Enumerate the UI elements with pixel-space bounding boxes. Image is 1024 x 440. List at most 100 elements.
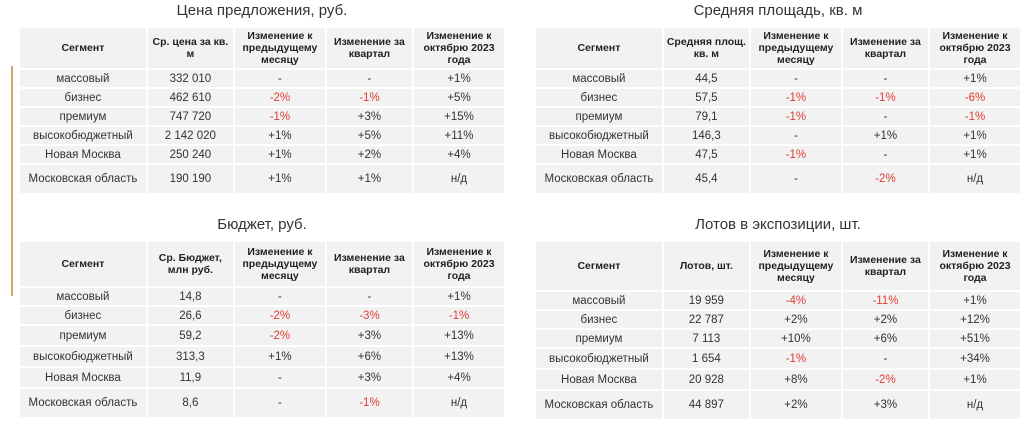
value-cell: 20 928 [661,370,749,389]
change-cell: - [840,146,928,163]
table-row: высокобюджетный 2 142 020 +1% +5% +11% [20,127,504,144]
segment-cell: массовый [536,70,662,87]
segment-cell: премиум [20,108,146,125]
segment-cell: Московская область [536,391,662,419]
change-cell: -2% [232,326,325,345]
change-cell: -11% [840,292,928,309]
header-cell: Изменение к октябрю 2023 года [412,242,504,286]
segment-cell: высокобюджетный [536,349,662,368]
change-cell: -1% [412,307,504,324]
table-row: бизнес 462 610 -2% -1% +5% [20,89,504,106]
table-row: Московская область 190 190 +1% +1% н/д [20,165,504,193]
segment-cell: высокобюджетный [20,127,146,144]
segment-cell: бизнес [20,89,146,106]
header-cell: Изменение к предыдущему месяцу [232,28,325,68]
header-cell: Изменение к предыдущему месяцу [748,28,841,68]
change-cell: -3% [324,307,412,324]
change-cell: - [232,368,325,387]
change-cell: +3% [840,391,928,419]
header-row: Сегмент Ср. Бюджет, млн руб. Изменение к… [20,242,504,286]
accent-line [11,66,13,296]
change-cell: +6% [324,347,412,366]
segment-cell: Новая Москва [536,370,662,389]
segment-cell: Новая Москва [20,146,146,163]
value-cell: 747 720 [145,108,233,125]
header-cell: Изменение к предыдущему месяцу [748,242,841,290]
value-cell: 14,8 [145,288,233,305]
value-cell: 57,5 [661,89,749,106]
segment-cell: Новая Москва [20,368,146,387]
change-cell: - [232,288,325,305]
change-cell: н/д [412,165,504,193]
price-block: Цена предложения, руб. Сегмент Ср. цена … [20,0,504,195]
change-cell: +2% [840,311,928,328]
table-row: высокобюджетный 1 654 -1% - +34% [536,349,1020,368]
change-cell: +3% [324,326,412,345]
segment-cell: бизнес [20,307,146,324]
lots-table: Сегмент Лотов, шт. Изменение к предыдуще… [536,240,1020,421]
table-row: бизнес 22 787 +2% +2% +12% [536,311,1020,328]
change-cell: - [840,108,928,125]
value-cell: 47,5 [661,146,749,163]
header-cell: Сегмент [536,28,662,68]
table-row: бизнес 57,5 -1% -1% -6% [536,89,1020,106]
table-row: Московская область 8,6 - -1% н/д [20,389,504,417]
value-cell: 11,9 [145,368,233,387]
table-row: премиум 79,1 -1% - -1% [536,108,1020,125]
change-cell: -1% [324,389,412,417]
lots-table-title: Лотов в экспозиции, шт. [695,216,861,233]
area-block: Средняя площадь, кв. м Сегмент Средняя п… [536,0,1020,195]
change-cell: +1% [232,146,325,163]
value-cell: 45,4 [661,165,749,193]
table-row: массовый 44,5 - - +1% [536,70,1020,87]
change-cell: - [232,389,325,417]
segment-cell: Московская область [20,165,146,193]
table-row: бизнес 26,6 -2% -3% -1% [20,307,504,324]
change-cell: +13% [412,347,504,366]
budget-block: Бюджет, руб. Сегмент Ср. Бюджет, млн руб… [20,214,504,419]
change-cell: +1% [324,165,412,193]
change-cell: +1% [232,165,325,193]
change-cell: +10% [748,330,841,347]
change-cell: н/д [928,165,1020,193]
price-table-title: Цена предложения, руб. [176,2,348,19]
value-cell: 313,3 [145,347,233,366]
change-cell: - [232,70,325,87]
change-cell: -1% [840,89,928,106]
value-cell: 190 190 [145,165,233,193]
change-cell: -1% [748,108,841,125]
change-cell: +3% [324,368,412,387]
change-cell: - [840,70,928,87]
segment-cell: массовый [20,70,146,87]
area-table-title: Средняя площадь, кв. м [693,2,863,19]
change-cell: +8% [748,370,841,389]
change-cell: +1% [412,70,504,87]
header-cell: Ср. Бюджет, млн руб. [145,242,233,286]
header-row: Сегмент Средняя площ. кв. м Изменение к … [536,28,1020,68]
segment-cell: бизнес [536,89,662,106]
table-row: премиум 59,2 -2% +3% +13% [20,326,504,345]
change-cell: +1% [928,146,1020,163]
table-row: Новая Москва 11,9 - +3% +4% [20,368,504,387]
change-cell: +6% [840,330,928,347]
change-cell: - [748,70,841,87]
change-cell: +3% [324,108,412,125]
table-row: премиум 747 720 -1% +3% +15% [20,108,504,125]
change-cell: +2% [324,146,412,163]
header-cell: Изменение за квартал [324,28,412,68]
value-cell: 26,6 [145,307,233,324]
lots-block: Лотов в экспозиции, шт. Сегмент Лотов, ш… [536,214,1020,421]
change-cell: +1% [928,292,1020,309]
price-table: Сегмент Ср. цена за кв. м Изменение к пр… [20,26,504,195]
area-table: Сегмент Средняя площ. кв. м Изменение к … [536,26,1020,195]
value-cell: 462 610 [145,89,233,106]
change-cell: +1% [928,127,1020,144]
value-cell: 19 959 [661,292,749,309]
change-cell: +12% [928,311,1020,328]
value-cell: 250 240 [145,146,233,163]
header-cell: Лотов, шт. [661,242,749,290]
header-cell: Сегмент [20,242,146,286]
table-row: высокобюджетный 146,3 - +1% +1% [536,127,1020,144]
change-cell: -1% [748,349,841,368]
segment-cell: премиум [536,330,662,347]
